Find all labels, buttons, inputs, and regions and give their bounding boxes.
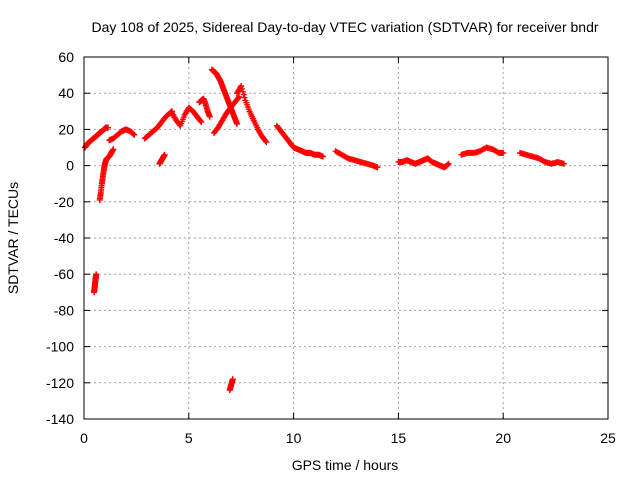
data-point — [263, 139, 270, 146]
data-point — [262, 137, 269, 144]
series-arc-1 — [106, 126, 138, 144]
data-point — [197, 118, 204, 125]
y-tick-label: -140 — [46, 411, 74, 427]
series-rise-2 — [208, 66, 241, 127]
data-point — [131, 131, 138, 138]
x-tick-label: 5 — [185, 430, 193, 446]
grid — [84, 57, 608, 419]
series-flat-1 — [395, 155, 452, 171]
data-point — [238, 82, 245, 89]
y-tick-label: -120 — [46, 375, 74, 391]
data-point — [500, 149, 507, 156]
series-flat-2 — [516, 149, 567, 167]
chart-title: Day 108 of 2025, Sidereal Day-to-day VTE… — [91, 19, 598, 35]
data-point — [239, 88, 246, 95]
data-point — [241, 94, 248, 101]
data-point — [444, 161, 451, 168]
data-point — [319, 153, 326, 160]
data-point — [445, 160, 452, 167]
data-point — [240, 91, 247, 98]
x-tick-label: 15 — [391, 430, 407, 446]
data-points — [82, 66, 567, 394]
series-hump-1 — [458, 144, 507, 158]
data-point — [110, 146, 117, 153]
y-tick-label: 60 — [58, 49, 74, 65]
y-tick-label: -40 — [54, 230, 74, 246]
series-decay-1 — [273, 122, 326, 160]
data-point — [236, 93, 243, 100]
series-spike-cross — [210, 93, 243, 137]
x-tick-label: 10 — [286, 430, 302, 446]
y-tick-label: 0 — [66, 158, 74, 174]
series-drop-1 — [156, 151, 168, 167]
y-tick-label: -20 — [54, 194, 74, 210]
data-point — [130, 131, 137, 138]
series-peak-down — [234, 82, 270, 146]
axis-ticks: 0 5 10 15 20 25 -140 -120 -100 -80 -60 -40 -20 0 20 40 6… — [46, 49, 616, 446]
y-axis-label: SDTVAR / TECUs — [5, 182, 21, 294]
x-tick-label: 0 — [80, 430, 88, 446]
series-outlier-low-b — [226, 376, 236, 394]
data-point — [235, 94, 242, 101]
y-tick-label: 20 — [58, 121, 74, 137]
x-tick-label: 25 — [600, 430, 616, 446]
y-tick-label: -80 — [54, 302, 74, 318]
data-point — [161, 151, 168, 158]
x-tick-label: 20 — [495, 430, 511, 446]
data-point — [206, 113, 213, 120]
data-point — [560, 160, 567, 167]
y-tick-label: 40 — [58, 85, 74, 101]
series-wave-1 — [169, 104, 205, 129]
data-point — [229, 376, 236, 383]
series-wave-2 — [196, 95, 213, 120]
series-early-dip — [96, 146, 117, 203]
series-early-rise — [82, 124, 112, 151]
data-point — [93, 271, 100, 278]
series-outlier-low-a — [91, 271, 100, 296]
series-decay-2 — [332, 148, 381, 171]
x-axis-label: GPS time / hours — [292, 457, 399, 473]
y-tick-label: -60 — [54, 266, 74, 282]
data-point — [374, 164, 381, 171]
y-tick-label: -100 — [46, 339, 74, 355]
data-point — [105, 124, 112, 131]
data-point — [198, 119, 205, 126]
data-point — [234, 120, 241, 127]
data-point — [239, 85, 246, 92]
